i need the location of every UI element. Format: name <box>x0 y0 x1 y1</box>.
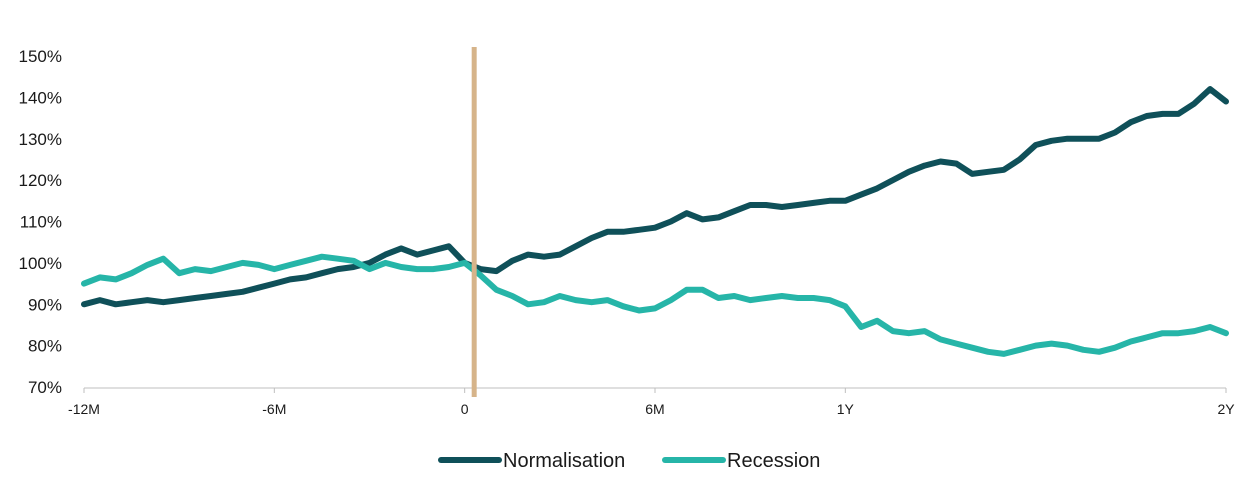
y-tick-label: 140% <box>19 88 62 107</box>
series-lines <box>81 86 1229 357</box>
x-tick-label: 6M <box>645 401 664 417</box>
y-tick-label: 150% <box>19 47 62 66</box>
legend: Normalisation Recession <box>438 450 820 472</box>
y-tick-label: 80% <box>28 337 62 356</box>
x-tick-label: -6M <box>262 401 286 417</box>
x-tick-label: 1Y <box>837 401 855 417</box>
x-axis-labels: -12M -6M 0 6M 1Y 2Y <box>68 401 1235 417</box>
legend-label-normalisation: Normalisation <box>503 450 625 472</box>
y-tick-label: 110% <box>20 213 62 232</box>
series-line-normalisation <box>81 86 1229 308</box>
y-tick-label: 90% <box>28 295 62 314</box>
series-line-recession <box>81 253 1229 357</box>
y-tick-label: 70% <box>28 378 62 397</box>
x-axis-ticks <box>83 388 1227 393</box>
x-tick-label: 0 <box>461 401 469 417</box>
y-tick-label: 120% <box>19 171 62 190</box>
legend-label-recession: Recession <box>727 450 820 472</box>
x-tick-label: 2Y <box>1217 401 1235 417</box>
y-tick-label: 100% <box>19 254 62 273</box>
x-tick-label: -12M <box>68 401 100 417</box>
y-axis-labels: 70% 80% 90% 100% 110% 120% 130% 140% 150% <box>19 47 62 397</box>
y-tick-label: 130% <box>19 130 62 149</box>
